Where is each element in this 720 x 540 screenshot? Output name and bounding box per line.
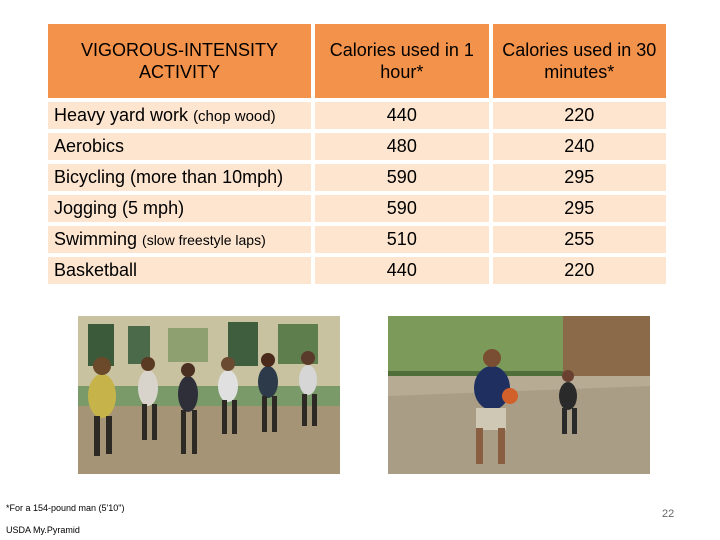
aerobics-photo: [78, 316, 340, 474]
table-row: Swimming (slow freestyle laps) 510 255: [48, 222, 666, 253]
activity-name: Basketball: [54, 260, 138, 280]
table-header-row: VIGOROUS-INTENSITY ACTIVITY Calories use…: [48, 24, 666, 98]
activity-name: Jogging (5 mph): [54, 198, 185, 218]
table-row: Jogging (5 mph) 590 295: [48, 191, 666, 222]
activity-cell: Basketball: [48, 253, 312, 284]
half-cell: 295: [488, 160, 666, 191]
table-row: Aerobics 480 240: [48, 129, 666, 160]
activity-name: Swimming: [54, 229, 138, 249]
activity-name: Heavy yard work: [54, 105, 189, 125]
hour-cell: 590: [311, 160, 489, 191]
activity-cell: Jogging (5 mph): [48, 191, 312, 222]
hour-cell: 440: [311, 98, 489, 129]
half-cell: 220: [488, 253, 666, 284]
source-credit: USDA My.Pyramid: [6, 525, 80, 535]
hour-cell: 590: [311, 191, 489, 222]
footnote: *For a 154-pound man (5'10"): [6, 503, 125, 513]
activity-name: Aerobics: [54, 136, 125, 156]
table-row: Basketball 440 220: [48, 253, 666, 284]
activity-note: (slow freestyle laps): [142, 232, 266, 248]
activity-cell: Heavy yard work (chop wood): [48, 98, 312, 129]
half-cell: 255: [488, 222, 666, 253]
hour-cell: 510: [311, 222, 489, 253]
header-calories-hour: Calories used in 1 hour*: [311, 24, 489, 98]
half-cell: 220: [488, 98, 666, 129]
table-row: Bicycling (more than 10mph) 590 295: [48, 160, 666, 191]
calorie-table: VIGOROUS-INTENSITY ACTIVITY Calories use…: [48, 24, 666, 284]
hour-cell: 480: [311, 129, 489, 160]
activity-name: Bicycling (more than 10mph): [54, 167, 284, 187]
hour-cell: 440: [311, 253, 489, 284]
page-number: 22: [662, 508, 675, 520]
activity-note: (chop wood): [193, 108, 276, 125]
half-cell: 295: [488, 191, 666, 222]
activity-cell: Aerobics: [48, 129, 312, 160]
half-cell: 240: [488, 129, 666, 160]
activity-cell: Swimming (slow freestyle laps): [48, 222, 312, 253]
table-row: Heavy yard work (chop wood) 440 220: [48, 98, 666, 129]
activity-cell: Bicycling (more than 10mph): [48, 160, 312, 191]
header-activity: VIGOROUS-INTENSITY ACTIVITY: [48, 24, 312, 98]
basketball-photo: [388, 316, 650, 474]
header-calories-30min: Calories used in 30 minutes*: [488, 24, 666, 98]
